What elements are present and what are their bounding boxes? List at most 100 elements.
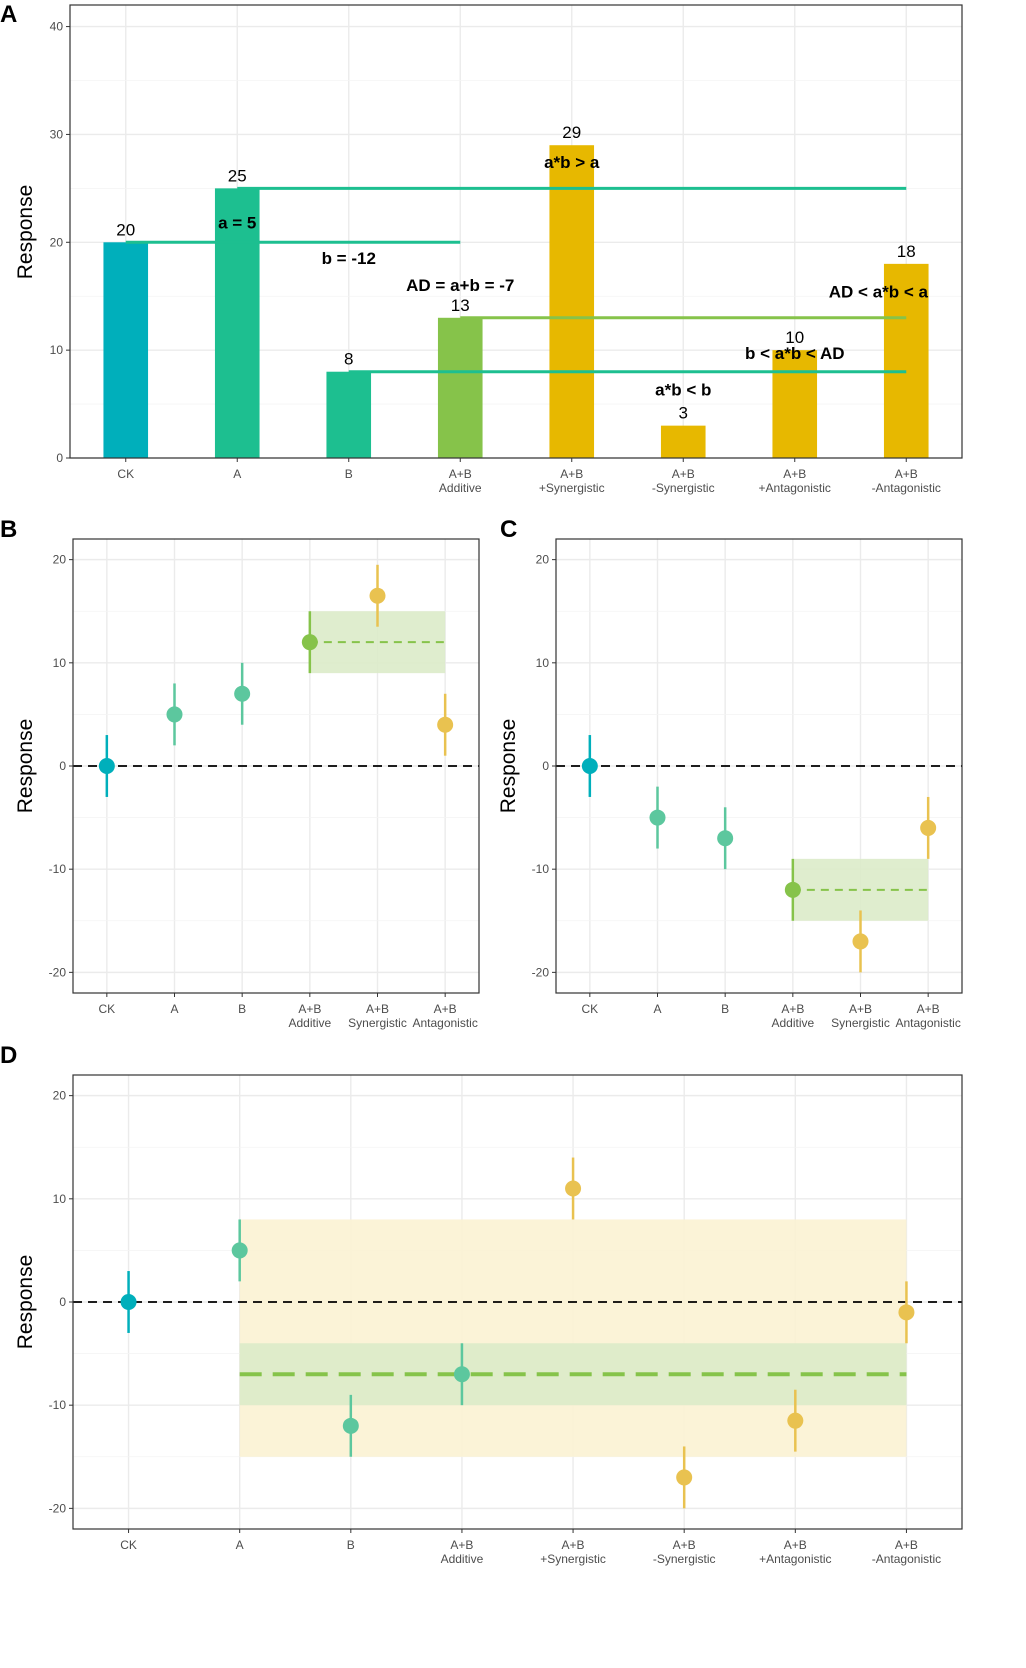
y-axis-title: Response [14, 719, 37, 814]
x-tick-label: A [170, 1002, 178, 1016]
x-tick-label: A+B -Antagonistic [872, 467, 941, 495]
x-tick-label-line: A+B [849, 1002, 872, 1016]
x-tick-label-line: A+B [781, 1002, 804, 1016]
y-axis-title: Response [497, 719, 520, 814]
y-tick-label: 10 [53, 656, 67, 670]
y-tick-label: -10 [49, 1398, 67, 1412]
x-tick-label: B [345, 467, 353, 481]
range-band [239, 1219, 907, 1457]
x-tick-label: A+B Additive [288, 1002, 331, 1030]
bar-value-label: 13 [451, 296, 470, 315]
x-tick-label-line: A+B [784, 1538, 807, 1552]
plot-border [72, 1074, 963, 1530]
y-tick-label: 20 [53, 553, 67, 567]
data-point [437, 716, 454, 733]
data-point [120, 1294, 137, 1310]
y-tick-label: -20 [49, 965, 67, 979]
annotation: AD < a*b < a [829, 282, 929, 301]
panel-letter: A [0, 1, 17, 28]
x-tick-label: CK [98, 1002, 115, 1016]
x-tick-label-line: B [347, 1538, 355, 1552]
x-tick-label-line: CK [120, 1538, 137, 1552]
y-tick-label: 20 [50, 235, 64, 249]
annotation: AD = a+b = -7 [406, 276, 514, 295]
annotation: a*b > a [544, 153, 600, 172]
x-tick-label-line: A+B [917, 1002, 940, 1016]
x-tick-label-line: A+B [450, 1538, 473, 1552]
y-tick-label: -20 [49, 1501, 67, 1515]
data-point [581, 758, 598, 774]
x-tick-label: B [238, 1002, 246, 1016]
bar-value-label: 8 [344, 350, 353, 369]
data-point [852, 933, 869, 950]
bar-value-label: 25 [228, 166, 247, 185]
bar [772, 350, 818, 458]
x-tick-label-line: A+B [449, 467, 472, 481]
x-tick-label: A+B -Synergistic [653, 1538, 716, 1566]
x-tick-label-line: B [721, 1002, 729, 1016]
x-tick-label: CK [581, 1002, 598, 1016]
x-tick-label-line: Additive [439, 481, 482, 495]
x-tick-label: A+B Antagonistic [412, 1002, 477, 1030]
y-tick-label: 10 [50, 343, 64, 357]
x-tick-label-line: -Antagonistic [872, 1552, 941, 1566]
x-tick-label-line: Synergistic [831, 1016, 890, 1030]
x-tick-label-line: +Synergistic [540, 1552, 606, 1566]
bar [883, 263, 929, 458]
x-tick-label: CK [120, 1538, 137, 1552]
bar-value-label: 29 [562, 123, 581, 142]
plot-border [69, 4, 963, 459]
x-tick-label-line: +Antagonistic [759, 481, 831, 495]
annotation: b < a*b < AD [745, 344, 845, 363]
x-tick-label-line: A+B [895, 1538, 918, 1552]
data-point [453, 1366, 470, 1383]
y-tick-label: -10 [532, 862, 550, 876]
bar-value-label: 3 [679, 404, 688, 423]
data-point [717, 830, 734, 847]
data-point [784, 881, 801, 898]
x-tick-label: A+B +Synergistic [540, 1538, 606, 1566]
x-tick-label-line: Additive [771, 1016, 814, 1030]
plot-border [72, 538, 480, 994]
x-tick-label-line: +Antagonistic [759, 1552, 831, 1566]
data-point [234, 685, 251, 702]
y-tick-label: -10 [49, 862, 67, 876]
x-tick-label: A+B +Antagonistic [759, 467, 831, 495]
bar [326, 371, 372, 458]
x-tick-label-line: A+B [783, 467, 806, 481]
x-tick-label: A+B Additive [439, 467, 482, 495]
x-tick-label-line: A+B [562, 1538, 585, 1552]
x-tick-label-line: CK [117, 467, 134, 481]
x-tick-label-line: A [170, 1002, 178, 1016]
x-tick-label-line: -Antagonistic [872, 481, 941, 495]
x-tick-label-line: Additive [288, 1016, 331, 1030]
x-tick-label: A+B Additive [771, 1002, 814, 1030]
data-point [342, 1417, 359, 1434]
y-axis-title: Response [14, 185, 37, 280]
bar [549, 145, 595, 458]
y-tick-label: 0 [59, 1295, 66, 1309]
x-tick-label-line: A [653, 1002, 661, 1016]
x-tick-label: A [653, 1002, 661, 1016]
x-tick-label: B [721, 1002, 729, 1016]
x-tick-label-line: Additive [441, 1552, 484, 1566]
x-tick-label: A+B +Antagonistic [759, 1538, 831, 1566]
x-tick-label-line: Antagonistic [895, 1016, 960, 1030]
data-point [787, 1412, 804, 1429]
x-tick-label-line: A+B [298, 1002, 321, 1016]
panel-letter: D [0, 1042, 17, 1069]
data-point [98, 758, 115, 774]
y-tick-label: 40 [50, 20, 64, 34]
y-tick-label: 10 [536, 656, 550, 670]
bar [437, 317, 483, 458]
grid [70, 5, 962, 459]
annotation: a*b < b [655, 380, 711, 399]
x-tick-label-line: +Synergistic [539, 481, 605, 495]
x-tick-label: CK [117, 467, 134, 481]
x-tick-label-line: CK [581, 1002, 598, 1016]
x-tick-label: A+B Synergistic [348, 1002, 407, 1030]
panel-letter: B [0, 516, 17, 543]
annotation: a = 5 [218, 213, 256, 232]
